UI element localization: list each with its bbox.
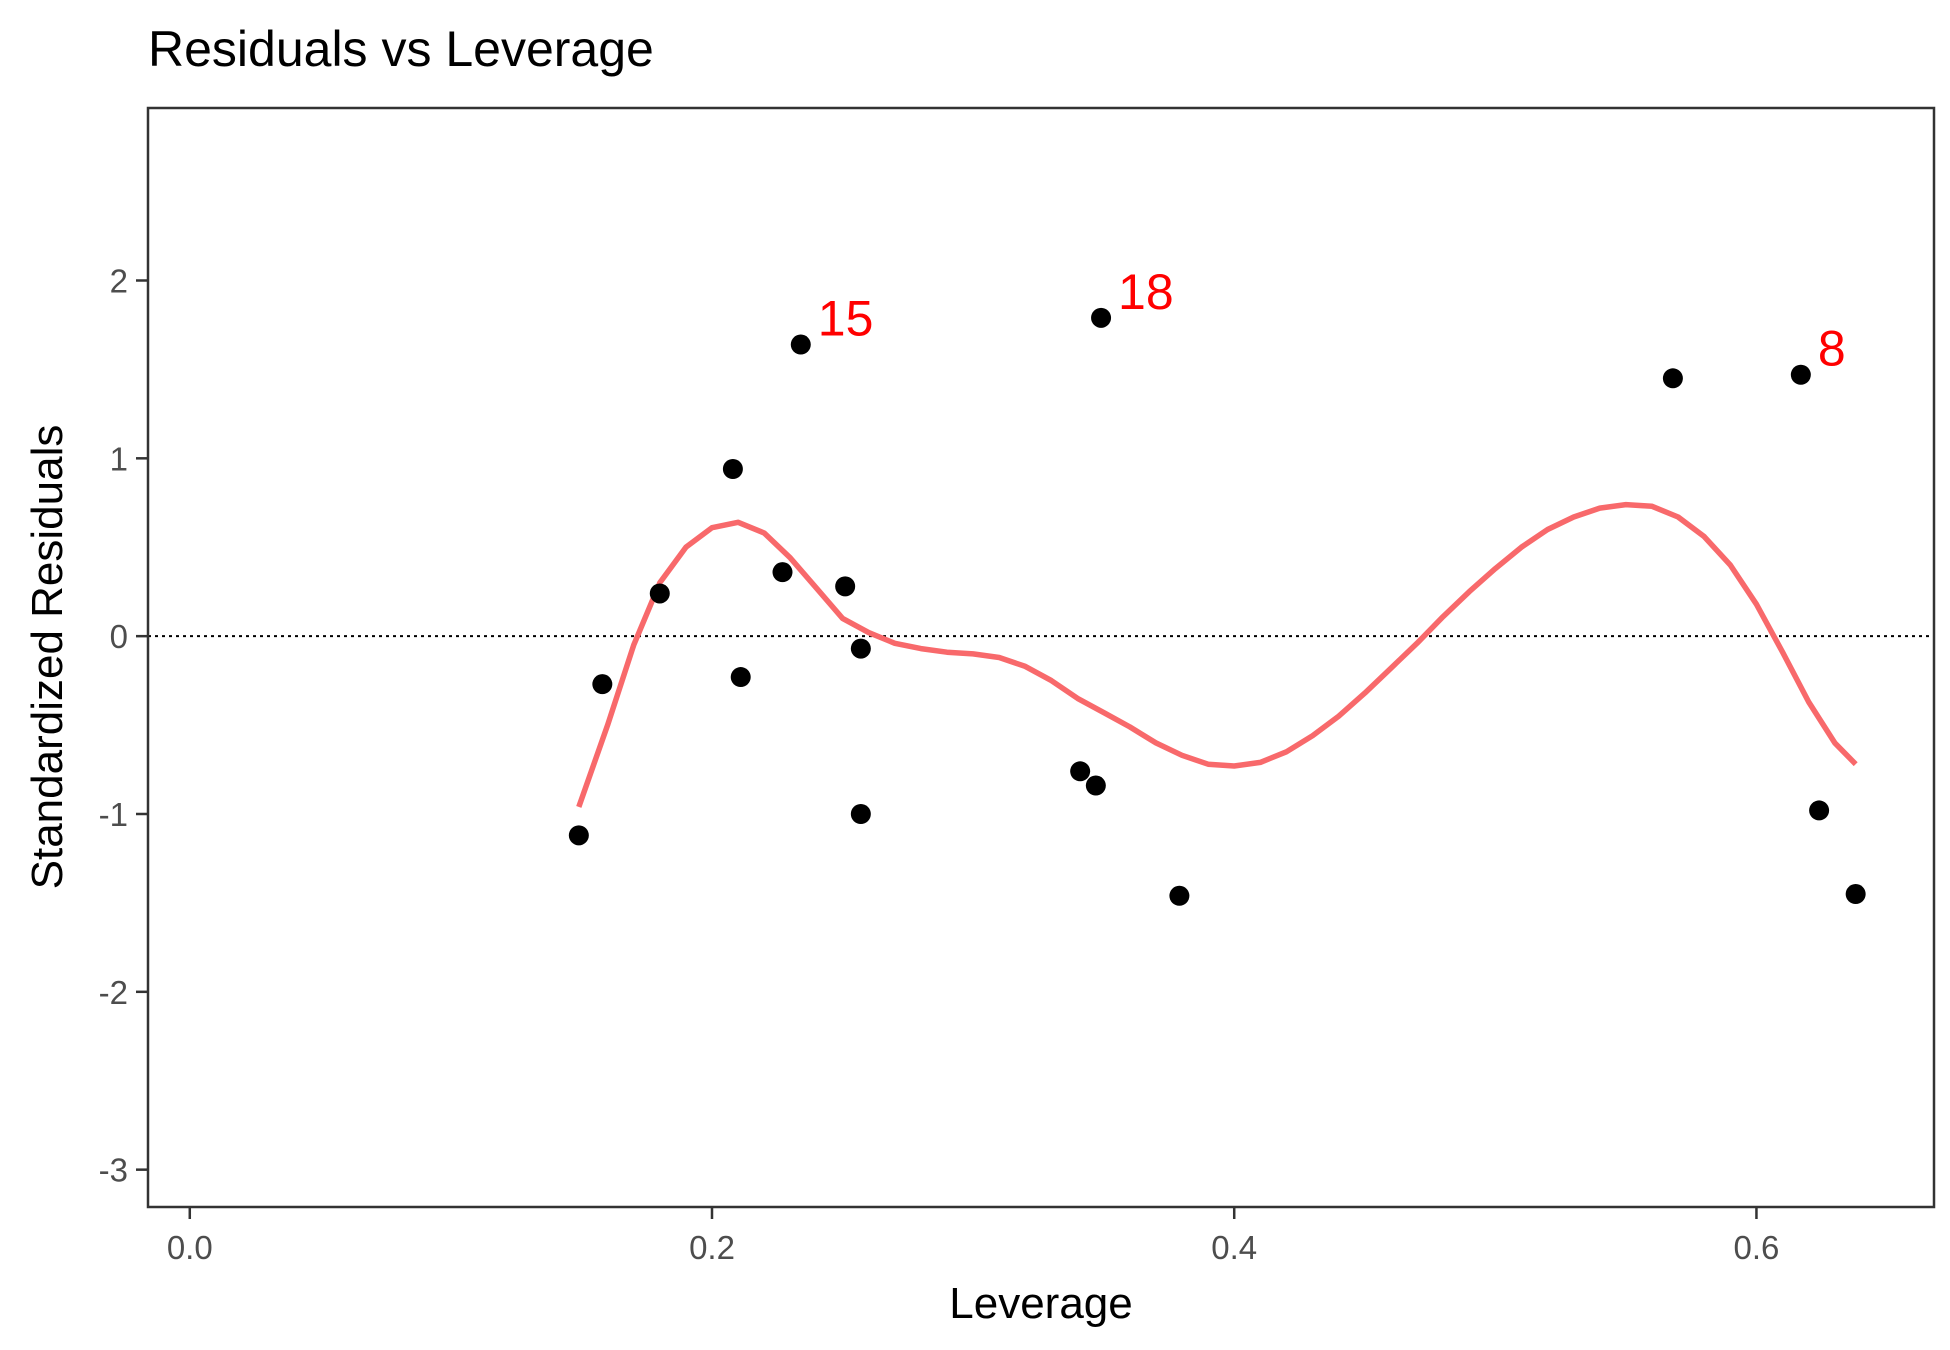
y-tick-label: 1 bbox=[110, 440, 128, 477]
x-axis-title: Leverage bbox=[949, 1279, 1132, 1328]
data-point bbox=[730, 667, 751, 688]
y-axis-title: Standardized Residuals bbox=[23, 425, 72, 890]
data-point bbox=[1169, 885, 1190, 906]
data-points bbox=[568, 307, 1866, 906]
y-tick-label: 0 bbox=[110, 618, 128, 655]
point-label: 18 bbox=[1118, 264, 1174, 320]
data-point bbox=[835, 576, 856, 597]
y-tick-label: -1 bbox=[99, 796, 128, 833]
y-axis: -3 -2 -1 0 1 2 bbox=[99, 262, 148, 1189]
x-tick-label: 0.0 bbox=[167, 1229, 213, 1266]
y-tick-label: -3 bbox=[99, 1152, 128, 1189]
chart-title: Residuals vs Leverage bbox=[148, 21, 654, 77]
x-axis: 0.0 0.2 0.4 0.6 bbox=[167, 1207, 1780, 1266]
data-point bbox=[850, 638, 871, 659]
plot-panel bbox=[148, 108, 1934, 1207]
data-point bbox=[1070, 761, 1091, 782]
data-point bbox=[568, 825, 589, 846]
point-label: 15 bbox=[818, 291, 874, 347]
x-tick-label: 0.2 bbox=[689, 1229, 735, 1266]
data-point bbox=[772, 562, 793, 583]
data-point bbox=[850, 803, 871, 824]
point-labels: 15 18 8 bbox=[818, 264, 1846, 377]
data-point bbox=[1662, 368, 1683, 389]
data-point bbox=[790, 334, 811, 355]
x-tick-label: 0.4 bbox=[1211, 1229, 1257, 1266]
data-point bbox=[1790, 364, 1811, 385]
y-tick-label: 2 bbox=[110, 262, 128, 299]
y-tick-label: -2 bbox=[99, 974, 128, 1011]
data-point bbox=[1809, 800, 1830, 821]
plot-border bbox=[146, 106, 1936, 1209]
data-point bbox=[1091, 307, 1112, 328]
x-tick-label: 0.6 bbox=[1734, 1229, 1780, 1266]
data-point bbox=[1085, 775, 1106, 796]
data-point bbox=[1845, 884, 1866, 905]
point-label: 8 bbox=[1818, 321, 1846, 377]
smooth-trend-line bbox=[576, 501, 1858, 808]
data-point bbox=[649, 583, 670, 604]
data-point bbox=[722, 458, 743, 479]
data-point bbox=[592, 674, 613, 695]
